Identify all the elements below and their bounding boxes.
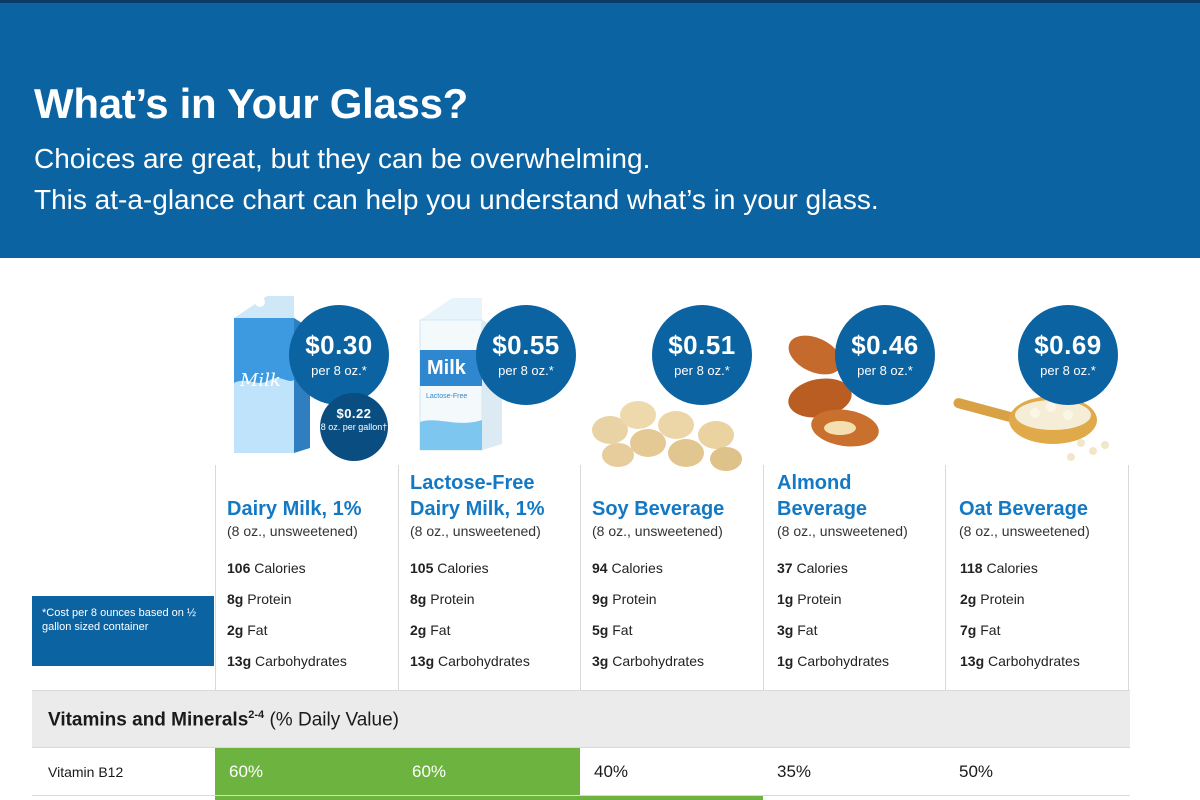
- table-cell: 60%: [215, 748, 398, 795]
- gallon-price-value: $0.22: [336, 406, 372, 421]
- nutrition-facts: 37 Calories 1g Protein 3g Fat 1g Carbohy…: [777, 553, 889, 677]
- serving-size: (8 oz., unsweetened): [227, 523, 358, 539]
- table-cell: 40%: [594, 762, 629, 781]
- vitamins-section-header: Vitamins and Minerals2-4 (% Daily Value): [32, 690, 1130, 748]
- carbs-line: 13g Carbohydrates: [960, 653, 1080, 669]
- carbs-line: 13g Carbohydrates: [227, 653, 347, 669]
- price-badge: $0.51 per 8 oz.*: [652, 305, 752, 405]
- serving-size: (8 oz., unsweetened): [959, 523, 1090, 539]
- price-value: $0.46: [851, 330, 919, 360]
- soybeans-icon: [592, 401, 742, 471]
- header-banner: What’s in Your Glass? Choices are great,…: [0, 0, 1200, 258]
- beverage-name: Soy Beverage: [592, 498, 725, 520]
- table-cell: 50%: [959, 762, 994, 781]
- protein-line: 8g Protein: [227, 591, 292, 607]
- protein-line: 1g Protein: [777, 591, 842, 607]
- carbs-line: 3g Carbohydrates: [592, 653, 705, 669]
- cost-footnote: *Cost per 8 ounces based on ½ gallon siz…: [32, 596, 214, 666]
- calories-line: 94 Calories: [592, 560, 663, 576]
- price-unit: per 8 oz.*: [498, 363, 554, 378]
- carbs-line: 1g Carbohydrates: [777, 653, 890, 669]
- row-label: Vitamin B12: [48, 764, 124, 780]
- protein-line: 8g Protein: [410, 591, 475, 607]
- beverage-name: Oat Beverage: [959, 498, 1088, 520]
- fat-line: 3g Fat: [777, 622, 818, 638]
- price-unit: per 8 oz.*: [311, 363, 367, 378]
- column-divider: [398, 465, 399, 690]
- nutrition-facts: 118 Calories 2g Protein 7g Fat 13g Carbo…: [960, 553, 1080, 677]
- oats-scoop-icon: [953, 396, 1109, 461]
- calories-line: 106 Calories: [227, 560, 306, 576]
- beverage-name: Dairy Milk, 1%: [227, 498, 362, 520]
- fat-line: 7g Fat: [960, 622, 1001, 638]
- svg-text:Milk: Milk: [427, 357, 467, 379]
- beverage-name: Almond: [777, 472, 852, 494]
- beverage-name: Lactose-Free: [410, 472, 535, 494]
- serving-size: (8 oz., unsweetened): [592, 523, 723, 539]
- price-value: $0.51: [668, 330, 736, 360]
- protein-line: 9g Protein: [592, 591, 657, 607]
- fat-line: 2g Fat: [410, 622, 451, 638]
- price-value: $0.30: [305, 330, 373, 360]
- price-badge: $0.55 per 8 oz.*: [476, 305, 576, 405]
- calories-line: 37 Calories: [777, 560, 848, 576]
- column-divider: [763, 465, 764, 690]
- nutrition-facts: 106 Calories 8g Protein 2g Fat 13g Carbo…: [227, 553, 347, 677]
- table-row: Vitamin B12 60% 60% 40% 35% 50%: [32, 748, 1130, 796]
- price-value: $0.55: [492, 330, 560, 360]
- calories-line: 105 Calories: [410, 560, 489, 576]
- price-unit: per 8 oz.*: [1040, 363, 1096, 378]
- subtitle-line-2: This at-a-glance chart can help you unde…: [34, 184, 879, 215]
- price-badge: $0.46 per 8 oz.*: [835, 305, 935, 405]
- carbs-line: 13g Carbohydrates: [410, 653, 530, 669]
- gallon-price-unit: 8 oz. per gallon†: [320, 422, 388, 432]
- gallon-price-badge: $0.22 8 oz. per gallon†: [320, 393, 388, 461]
- price-badge: $0.30 per 8 oz.*: [289, 305, 389, 405]
- column-divider: [1128, 465, 1129, 690]
- table-cell: 35%: [777, 762, 812, 781]
- almonds-icon: [788, 335, 879, 447]
- nutrition-facts: 105 Calories 8g Protein 2g Fat 13g Carbo…: [410, 553, 530, 677]
- top-border: [0, 0, 1200, 3]
- svg-text:Lactose-Free: Lactose-Free: [426, 393, 467, 400]
- price-badge: $0.69 per 8 oz.*: [1018, 305, 1118, 405]
- fat-line: 5g Fat: [592, 622, 633, 638]
- protein-line: 2g Protein: [960, 591, 1025, 607]
- column-divider: [945, 465, 946, 690]
- next-row-cell: [398, 796, 580, 800]
- svg-text:Milk: Milk: [239, 370, 281, 391]
- price-value: $0.69: [1034, 330, 1102, 360]
- fat-line: 2g Fat: [227, 622, 268, 638]
- column-divider: [580, 465, 581, 690]
- price-unit: per 8 oz.*: [857, 363, 913, 378]
- page-title: What’s in Your Glass?: [34, 80, 469, 127]
- calories-line: 118 Calories: [960, 560, 1038, 576]
- serving-size: (8 oz., unsweetened): [410, 523, 541, 539]
- serving-size: (8 oz., unsweetened): [777, 523, 908, 539]
- subtitle-line-1: Choices are great, but they can be overw…: [34, 143, 651, 174]
- beverage-name-line-2: Dairy Milk, 1%: [410, 498, 545, 520]
- vitamins-title: Vitamins and Minerals2-4 (% Daily Value): [48, 709, 399, 731]
- nutrition-facts: 94 Calories 9g Protein 5g Fat 3g Carbohy…: [592, 553, 704, 677]
- price-unit: per 8 oz.*: [674, 363, 730, 378]
- beverage-name-line-2: Beverage: [777, 498, 868, 520]
- column-divider: [215, 465, 216, 690]
- next-row-cell: [580, 796, 763, 800]
- table-cell: 60%: [398, 748, 580, 795]
- next-row-cell: [215, 796, 398, 800]
